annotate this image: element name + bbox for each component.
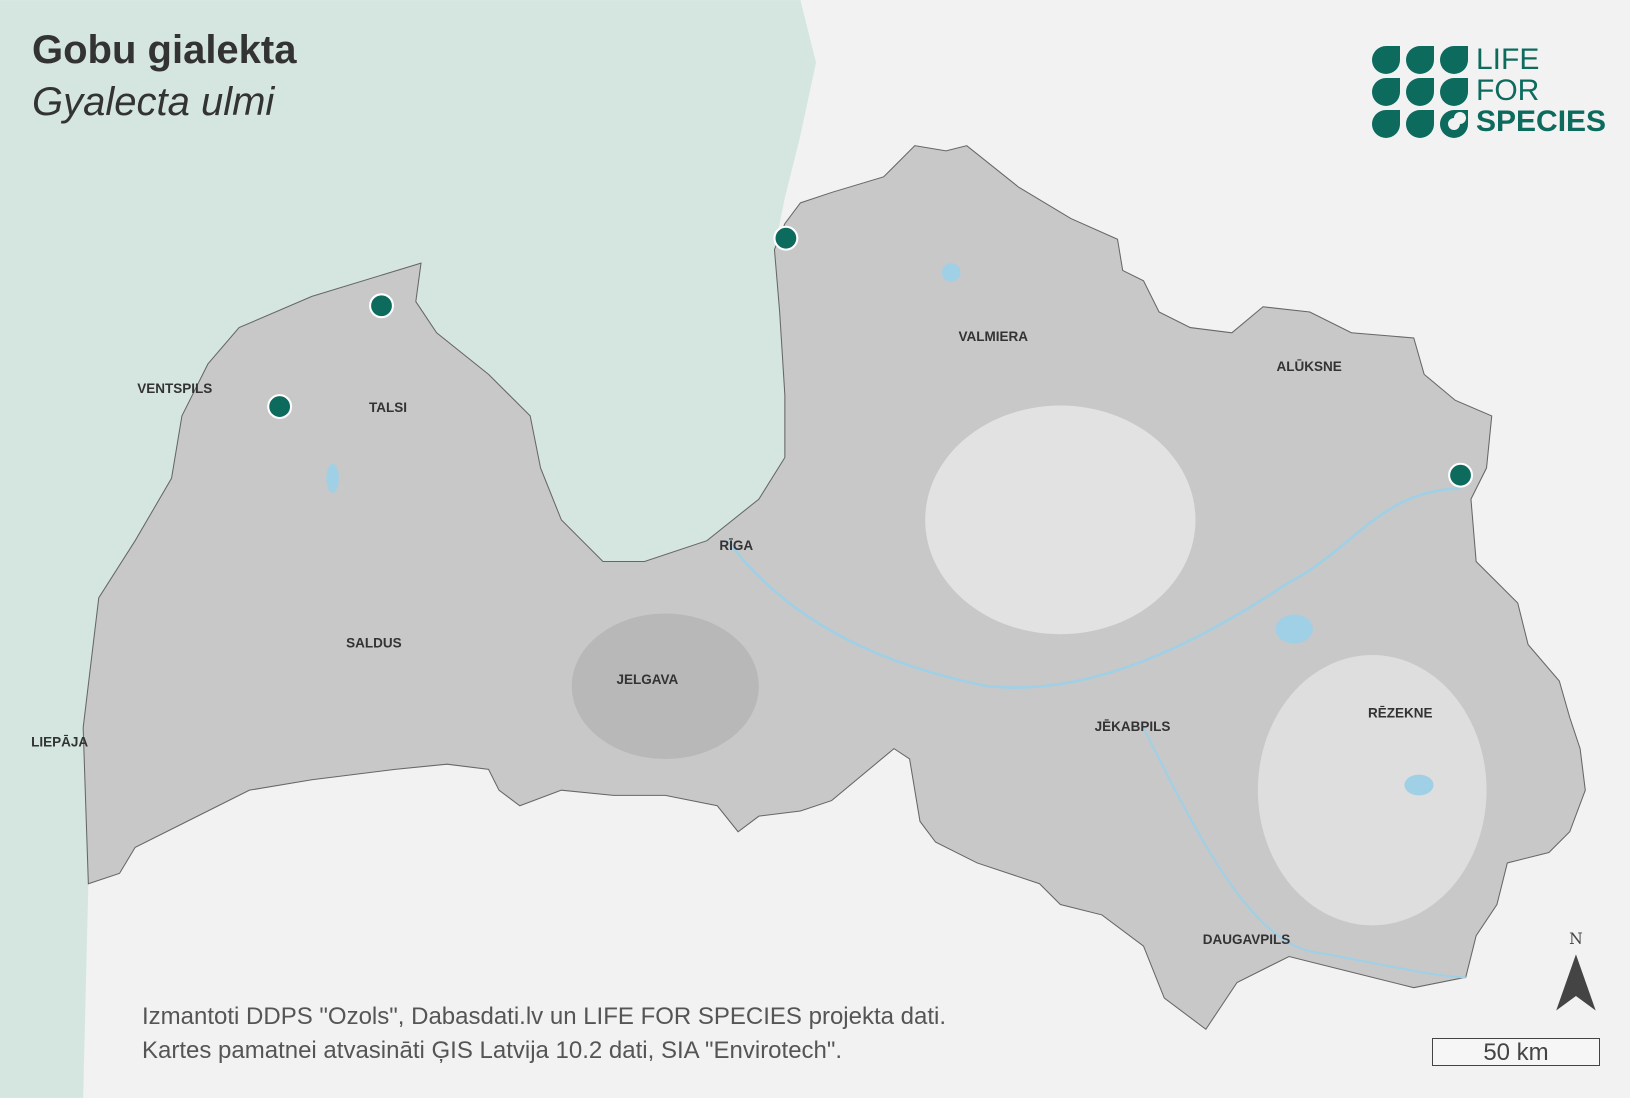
river-daugava xyxy=(726,487,1461,689)
north-arrow-icon xyxy=(1556,954,1596,1011)
lake xyxy=(941,263,961,282)
lake xyxy=(326,463,339,493)
lake xyxy=(1404,774,1434,796)
upland-area xyxy=(1257,655,1487,926)
lowland-area xyxy=(571,613,759,759)
city-label: RĒZEKNE xyxy=(1368,705,1433,720)
occurrence-point[interactable] xyxy=(773,225,799,251)
data-credits: Izmantoti DDPS "Ozols", Dabasdati.lv un … xyxy=(142,1000,946,1068)
logo-line: LIFE xyxy=(1476,43,1540,76)
lake xyxy=(1275,614,1313,644)
occurrence-point[interactable] xyxy=(267,394,293,420)
credits-line: Izmantoti DDPS "Ozols", Dabasdati.lv un … xyxy=(142,1003,947,1030)
map-title: Gobu gialekta xyxy=(32,28,297,72)
map-subtitle: Gyalecta ulmi xyxy=(32,80,275,124)
upland-area xyxy=(925,405,1196,635)
logo-text: LIFE FOR SPECIES xyxy=(1476,44,1606,137)
logo-line: FOR xyxy=(1476,74,1540,107)
city-labels: VENTSPILS TALSI VALMIERA ALŪKSNE RĪGA SA… xyxy=(31,329,1432,947)
city-label: VENTSPILS xyxy=(137,381,212,396)
city-label: JELGAVA xyxy=(616,672,678,687)
occurrence-points xyxy=(267,225,1474,488)
scale-bar: 50 km xyxy=(1432,1038,1600,1066)
credits-line: Kartes pamatnei atvasināti ĢIS Latvija 1… xyxy=(142,1037,843,1064)
city-label: LIEPĀJA xyxy=(31,735,88,750)
city-label: JĒKABPILS xyxy=(1095,719,1171,734)
city-label: VALMIERA xyxy=(958,329,1028,344)
city-label: SALDUS xyxy=(346,636,402,651)
city-label: TALSI xyxy=(369,400,407,415)
occurrence-point[interactable] xyxy=(369,293,394,319)
latvia xyxy=(82,145,1586,1031)
sea xyxy=(0,0,817,1098)
logo-line: SPECIES xyxy=(1476,105,1607,138)
city-label: RĪGA xyxy=(719,538,753,553)
city-label: ALŪKSNE xyxy=(1277,359,1342,374)
life-for-species-logo xyxy=(1372,46,1468,138)
river-daugava-south xyxy=(1142,727,1466,979)
north-label: N xyxy=(1569,930,1583,948)
occurrence-point[interactable] xyxy=(1448,462,1474,488)
city-label: DAUGAVPILS xyxy=(1203,932,1291,947)
